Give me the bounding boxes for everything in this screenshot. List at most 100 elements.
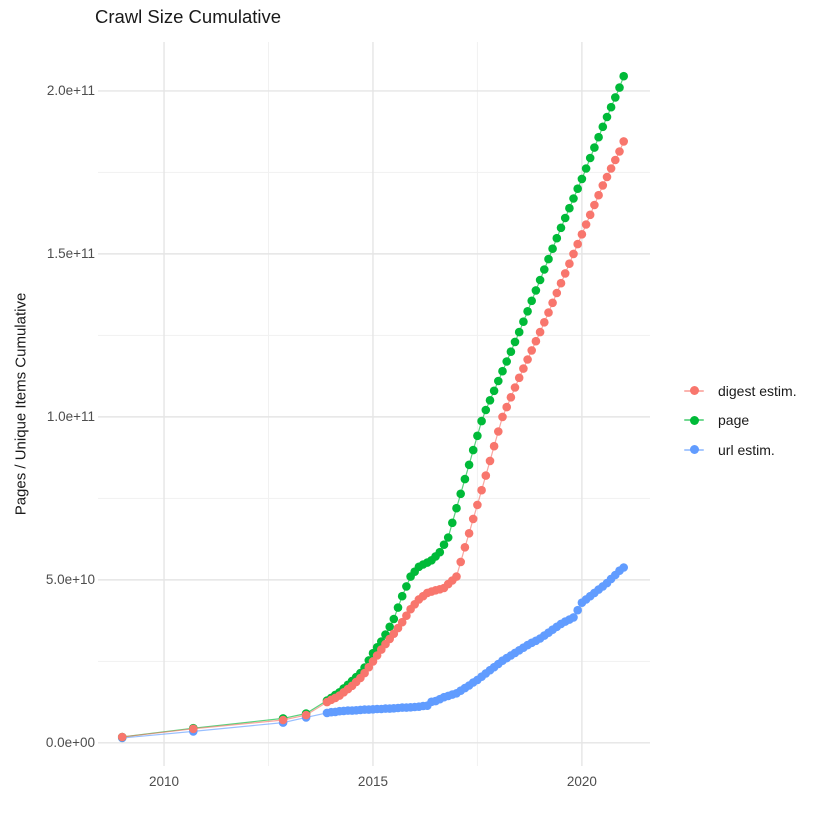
data-point — [598, 122, 608, 132]
data-point — [481, 405, 491, 415]
data-point — [569, 194, 578, 203]
data-point — [519, 317, 528, 327]
data-point — [577, 230, 587, 239]
data-point — [531, 336, 541, 346]
data-point — [544, 254, 553, 264]
data-point — [573, 184, 582, 193]
data-point — [602, 112, 612, 122]
legend-item-page: page — [684, 406, 797, 436]
data-point — [569, 249, 578, 259]
data-point — [468, 445, 478, 455]
data-point — [473, 431, 482, 441]
data-point — [464, 529, 474, 538]
data-point — [397, 617, 407, 627]
y-tick-label: 1.0e+11 — [46, 408, 95, 424]
data-point — [611, 93, 620, 102]
data-point — [189, 724, 198, 734]
data-point — [460, 474, 470, 484]
data-point — [619, 71, 628, 81]
data-point — [506, 393, 516, 402]
data-point — [606, 164, 616, 173]
data-point — [577, 174, 587, 184]
data-point — [481, 471, 491, 480]
data-point — [473, 500, 482, 510]
data-point — [494, 376, 503, 386]
data-point — [448, 518, 457, 528]
data-point — [502, 402, 512, 412]
data-point — [606, 102, 616, 112]
data-point — [523, 307, 532, 316]
data-point — [598, 181, 608, 190]
data-point — [477, 416, 486, 426]
y-tick-label: 5.0e+10 — [45, 571, 95, 587]
legend-item-label: url estim. — [718, 441, 775, 458]
data-point — [560, 213, 570, 223]
x-tick-label: 2010 — [148, 774, 180, 789]
data-point — [619, 563, 628, 572]
data-point — [615, 147, 624, 156]
data-point — [619, 137, 628, 146]
data-point — [485, 456, 495, 466]
data-point — [301, 710, 311, 720]
data-point — [498, 366, 507, 376]
y-tick-label: 1.5e+11 — [46, 245, 95, 261]
data-point — [540, 265, 549, 274]
data-point — [402, 582, 411, 591]
data-point — [581, 220, 591, 229]
data-point — [611, 155, 620, 165]
data-point — [552, 288, 562, 298]
data-point — [556, 223, 566, 233]
legend-key-url-estim-icon — [684, 444, 704, 456]
data-point — [456, 489, 466, 499]
data-point — [435, 547, 445, 557]
data-point — [397, 591, 407, 601]
data-point — [594, 132, 603, 142]
data-point — [535, 275, 545, 285]
legend-item-label: page — [718, 412, 750, 429]
data-point — [117, 732, 127, 742]
data-point — [569, 613, 578, 622]
data-point — [594, 190, 603, 200]
data-point — [468, 514, 478, 524]
chart-title: Crawl Size Cumulative — [95, 6, 282, 27]
data-point — [544, 308, 553, 317]
data-point — [585, 210, 595, 220]
data-point — [402, 611, 411, 620]
data-point — [540, 318, 549, 327]
data-point — [456, 557, 466, 567]
data-point — [548, 244, 557, 253]
data-point — [535, 327, 545, 337]
data-point — [590, 143, 599, 152]
y-tick-label: 2.0e+11 — [46, 82, 95, 98]
data-point — [489, 386, 499, 396]
x-tick-label: 2015 — [357, 774, 388, 789]
data-point — [556, 278, 566, 288]
data-point — [385, 622, 395, 632]
data-point — [477, 485, 486, 495]
data-point — [523, 355, 532, 364]
data-point — [389, 614, 399, 624]
data-point — [615, 83, 624, 92]
legend: digest estim. page url estim. — [684, 376, 797, 465]
data-point — [602, 172, 612, 182]
y-axis-title: Pages / Unique Items Cumulative — [12, 292, 30, 516]
data-point — [485, 396, 495, 405]
legend-item-label: digest estim. — [718, 382, 797, 399]
data-point — [573, 605, 582, 615]
data-point — [510, 337, 520, 347]
data-point — [552, 233, 562, 243]
data-point — [443, 533, 453, 542]
data-point — [565, 259, 574, 269]
data-point — [585, 153, 595, 163]
data-point — [278, 715, 288, 725]
data-point — [527, 346, 536, 355]
y-tick-label: 0.0e+00 — [45, 734, 95, 750]
data-point — [581, 164, 591, 173]
data-point — [531, 286, 541, 295]
data-point — [464, 460, 474, 470]
data-point — [560, 269, 570, 278]
data-point — [494, 427, 503, 436]
data-point — [527, 296, 536, 306]
data-point — [460, 543, 470, 552]
legend-key-page-icon — [684, 414, 704, 426]
